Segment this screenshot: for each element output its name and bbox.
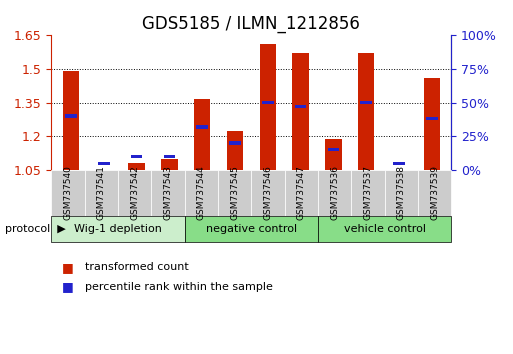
Bar: [292, 53, 309, 170]
Bar: [424, 78, 440, 170]
Bar: [260, 44, 276, 170]
Bar: [65, 114, 77, 118]
Bar: [295, 105, 306, 108]
Text: GSM737545: GSM737545: [230, 165, 239, 221]
Text: Wig-1 depletion: Wig-1 depletion: [74, 224, 162, 234]
Text: GSM737542: GSM737542: [130, 166, 139, 220]
Text: GSM737539: GSM737539: [430, 165, 439, 221]
Title: GDS5185 / ILMN_1212856: GDS5185 / ILMN_1212856: [143, 15, 360, 33]
Text: GSM737536: GSM737536: [330, 165, 339, 221]
Text: GSM737538: GSM737538: [397, 165, 406, 221]
Bar: [164, 155, 175, 158]
Bar: [131, 155, 142, 158]
Bar: [194, 99, 210, 170]
Text: GSM737544: GSM737544: [197, 166, 206, 220]
Bar: [426, 117, 438, 120]
Text: GSM737546: GSM737546: [264, 165, 272, 221]
Bar: [361, 101, 372, 104]
Text: percentile rank within the sample: percentile rank within the sample: [85, 282, 272, 292]
Bar: [63, 71, 79, 170]
Text: negative control: negative control: [206, 224, 297, 234]
Bar: [358, 53, 374, 170]
Bar: [262, 101, 273, 104]
Text: transformed count: transformed count: [85, 262, 188, 272]
Bar: [328, 148, 339, 152]
Text: GSM737541: GSM737541: [97, 165, 106, 221]
Bar: [227, 131, 243, 170]
Bar: [128, 163, 145, 170]
Bar: [325, 138, 342, 170]
Bar: [98, 161, 109, 165]
Text: protocol  ▶: protocol ▶: [5, 224, 66, 234]
Text: vehicle control: vehicle control: [344, 224, 426, 234]
Bar: [393, 161, 405, 165]
Bar: [229, 141, 241, 145]
Bar: [161, 159, 177, 170]
Text: GSM737543: GSM737543: [164, 165, 172, 221]
Text: ■: ■: [62, 280, 73, 293]
Text: GSM737540: GSM737540: [64, 165, 72, 221]
Text: GSM737537: GSM737537: [364, 165, 372, 221]
Text: GSM737547: GSM737547: [297, 165, 306, 221]
Bar: [196, 125, 208, 129]
Text: ■: ■: [62, 261, 73, 274]
